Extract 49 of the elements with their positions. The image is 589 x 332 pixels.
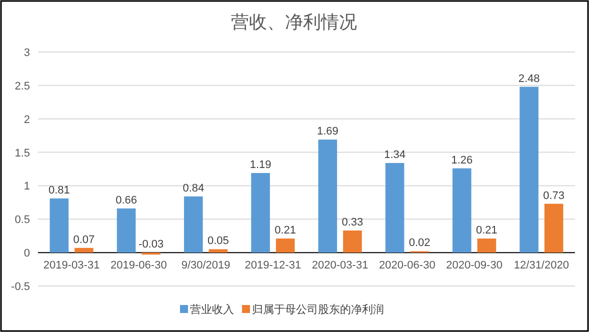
y-tick-label: -0.5 <box>11 281 30 293</box>
data-label: 0.07 <box>73 234 95 246</box>
data-label: 1.69 <box>316 126 338 138</box>
data-label: 1.26 <box>451 154 473 166</box>
x-tick-label: 2019-03-31 <box>43 260 100 272</box>
x-tick-label: 9/30/2019 <box>181 260 230 272</box>
bar <box>385 162 404 253</box>
legend-label: 营业收入 <box>190 303 234 316</box>
bar <box>343 230 362 253</box>
x-tick-label: 2019-12-31 <box>244 260 302 272</box>
data-label: 0.81 <box>48 184 70 196</box>
bar <box>184 196 203 253</box>
y-tick-label: 2 <box>24 114 30 126</box>
bar <box>452 168 472 253</box>
y-tick-label: 0 <box>24 248 30 260</box>
y-tick-label: 3 <box>24 47 30 59</box>
x-tick-label: 12/31/2020 <box>514 260 569 272</box>
bar <box>74 248 94 253</box>
bar <box>251 173 270 253</box>
data-label: 0.66 <box>116 194 137 206</box>
data-label: 0.02 <box>408 237 430 250</box>
data-label: 0.21 <box>476 224 498 237</box>
bar <box>520 86 538 253</box>
legend-label: 归属于母公司股东的净利润 <box>252 303 384 316</box>
y-tick-label: 0.5 <box>14 214 30 226</box>
bar <box>116 208 136 253</box>
data-label: 2.48 <box>518 72 540 85</box>
data-label: -0.03 <box>138 238 164 251</box>
bar <box>318 140 338 253</box>
data-label: 0.05 <box>208 235 229 248</box>
data-label: 0.84 <box>182 182 204 194</box>
data-label: 0.73 <box>543 190 565 202</box>
bar <box>208 249 228 253</box>
x-tick-label: 2020-03-31 <box>312 260 368 272</box>
x-tick-label: 2020-09-30 <box>446 260 502 272</box>
y-tick-label: 1.5 <box>14 147 30 160</box>
bar <box>50 198 69 253</box>
data-label: 1.19 <box>250 159 272 172</box>
x-tick-label: 2019-06-30 <box>110 260 167 272</box>
data-label: 0.33 <box>342 216 364 229</box>
y-tick-label: 1 <box>24 180 30 193</box>
data-label: 0.21 <box>274 224 296 237</box>
bar <box>477 238 496 253</box>
chart-title: 营收、净利情况 <box>231 12 357 32</box>
x-tick-label: 2020-06-30 <box>379 260 436 272</box>
y-tick-label: 2.5 <box>14 80 30 92</box>
bar <box>276 238 295 253</box>
data-label: 1.34 <box>384 148 406 161</box>
bar <box>544 204 564 253</box>
